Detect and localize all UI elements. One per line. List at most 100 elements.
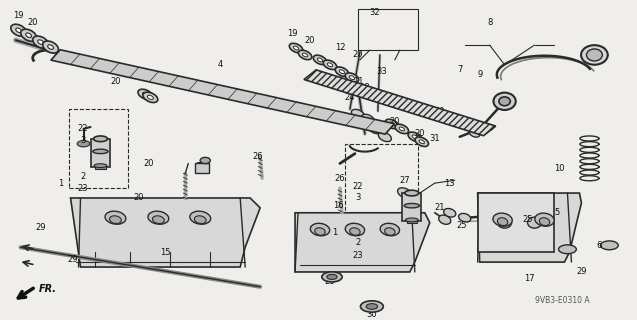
Ellipse shape [408, 132, 422, 141]
Ellipse shape [459, 213, 471, 222]
Bar [96, 165, 106, 169]
Text: 20: 20 [143, 159, 154, 168]
Polygon shape [295, 213, 430, 272]
Text: 3: 3 [80, 136, 85, 145]
Text: 24: 24 [345, 93, 355, 102]
Text: 26: 26 [334, 174, 345, 183]
Ellipse shape [138, 89, 153, 100]
Text: 33: 33 [376, 67, 387, 76]
Text: 32: 32 [369, 8, 380, 17]
Ellipse shape [443, 208, 456, 217]
Ellipse shape [43, 41, 59, 53]
Text: 31: 31 [195, 162, 206, 171]
Ellipse shape [143, 92, 158, 102]
Ellipse shape [38, 40, 43, 44]
Text: 28: 28 [325, 277, 335, 286]
Circle shape [559, 245, 576, 254]
Text: 25: 25 [522, 215, 533, 224]
Text: 1: 1 [333, 228, 338, 237]
Ellipse shape [405, 218, 418, 222]
Text: 15: 15 [160, 248, 171, 257]
Ellipse shape [385, 228, 395, 235]
Text: 1: 1 [58, 179, 63, 188]
Ellipse shape [327, 63, 333, 67]
Ellipse shape [143, 92, 148, 96]
Text: 30: 30 [366, 310, 377, 319]
Text: 4: 4 [218, 60, 223, 69]
Text: 9: 9 [477, 70, 482, 79]
Text: 5: 5 [555, 208, 560, 217]
Text: 20: 20 [304, 36, 315, 45]
Ellipse shape [200, 157, 210, 164]
Ellipse shape [397, 188, 412, 198]
Text: 20: 20 [415, 129, 425, 138]
Text: 23: 23 [77, 184, 88, 193]
Text: 18: 18 [359, 83, 370, 92]
Text: 25: 25 [457, 221, 467, 230]
Ellipse shape [152, 216, 164, 224]
Text: 9VB3-E0310 A: 9VB3-E0310 A [535, 295, 589, 305]
Bar [402, 193, 421, 221]
Text: 17: 17 [524, 274, 535, 284]
Ellipse shape [483, 124, 492, 130]
Ellipse shape [493, 213, 512, 226]
Ellipse shape [469, 131, 480, 137]
Ellipse shape [303, 53, 308, 57]
Ellipse shape [148, 211, 169, 224]
Ellipse shape [194, 216, 206, 224]
Text: 19: 19 [13, 11, 24, 20]
Ellipse shape [190, 211, 211, 224]
Bar [69, 109, 129, 188]
Ellipse shape [340, 70, 345, 74]
Ellipse shape [404, 204, 419, 208]
Ellipse shape [419, 140, 424, 144]
Ellipse shape [494, 92, 516, 110]
Bar [91, 139, 110, 167]
Text: 31: 31 [429, 134, 440, 143]
Text: 20: 20 [390, 116, 400, 125]
Ellipse shape [11, 24, 27, 36]
Ellipse shape [48, 45, 54, 49]
Ellipse shape [399, 127, 404, 131]
Text: 19: 19 [287, 29, 297, 38]
Text: 20: 20 [133, 194, 144, 203]
Text: 13: 13 [445, 179, 455, 188]
Text: 12: 12 [334, 43, 345, 52]
Text: 23: 23 [353, 251, 363, 260]
Text: 22: 22 [353, 182, 363, 191]
Ellipse shape [294, 46, 299, 50]
Ellipse shape [317, 58, 323, 62]
Text: 29: 29 [576, 268, 587, 276]
Ellipse shape [385, 119, 399, 129]
Ellipse shape [21, 29, 36, 41]
Ellipse shape [315, 228, 326, 235]
Text: 3: 3 [355, 194, 361, 203]
Text: 10: 10 [554, 164, 565, 173]
Ellipse shape [323, 60, 337, 69]
Ellipse shape [345, 223, 364, 236]
Ellipse shape [105, 211, 126, 224]
Ellipse shape [94, 136, 108, 142]
Text: 14: 14 [197, 162, 208, 171]
Bar [196, 163, 209, 173]
Ellipse shape [345, 73, 359, 82]
Text: 20: 20 [353, 51, 363, 60]
Polygon shape [51, 50, 394, 134]
Ellipse shape [289, 43, 303, 53]
Text: 26: 26 [253, 152, 264, 161]
Ellipse shape [349, 76, 355, 80]
Ellipse shape [499, 97, 510, 106]
Ellipse shape [350, 228, 360, 235]
Text: 8: 8 [487, 18, 492, 27]
Text: 20: 20 [434, 107, 445, 116]
Text: 21: 21 [434, 203, 445, 212]
Ellipse shape [540, 218, 550, 226]
Text: 29: 29 [36, 223, 46, 232]
Ellipse shape [335, 67, 348, 76]
Ellipse shape [352, 109, 364, 119]
Ellipse shape [298, 50, 311, 60]
Ellipse shape [389, 122, 394, 126]
Bar [345, 144, 418, 242]
Circle shape [361, 301, 383, 312]
Bar [406, 219, 417, 223]
